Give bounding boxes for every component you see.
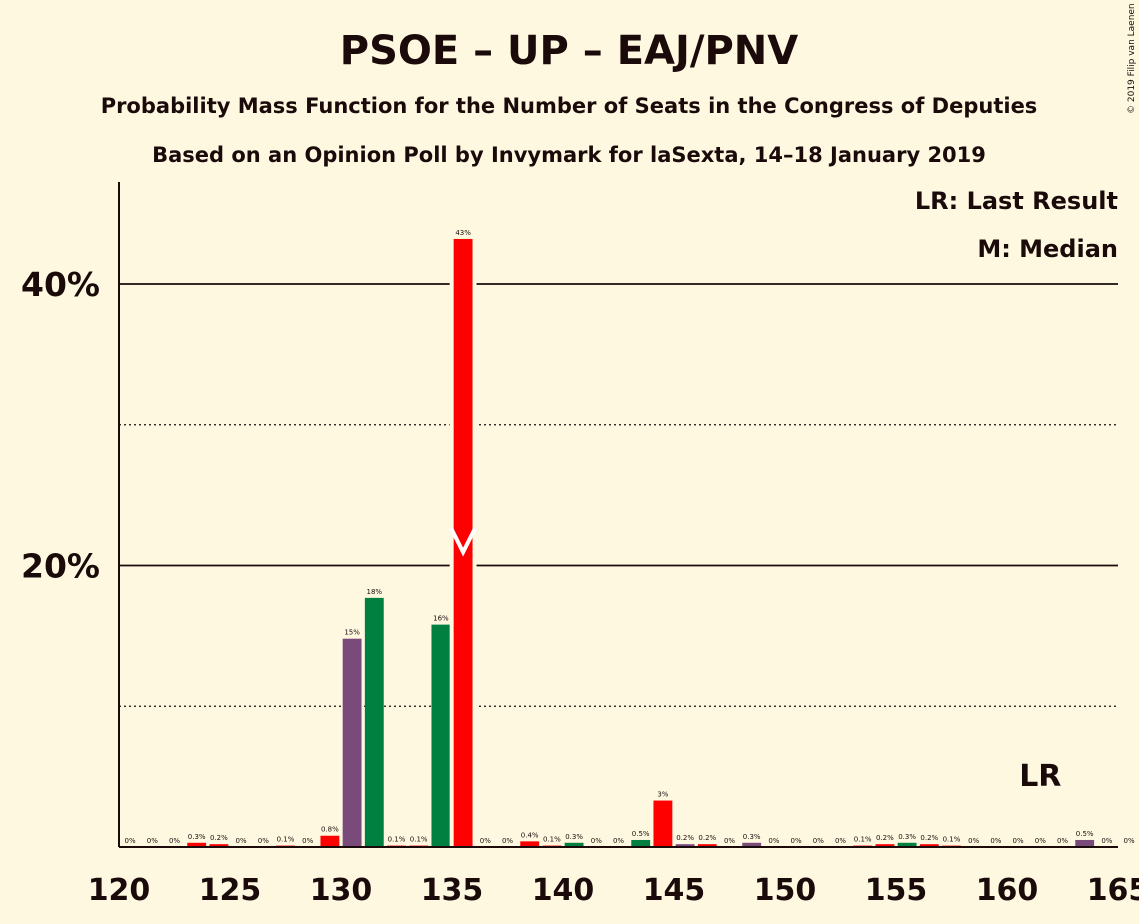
bar-value-label: 15% bbox=[344, 629, 360, 637]
bar-value-label: 0% bbox=[968, 837, 979, 845]
legend-last-result: LR: Last Result bbox=[915, 187, 1118, 215]
bar-value-label: 0.8% bbox=[321, 826, 339, 834]
bar-value-label: 0% bbox=[1101, 837, 1112, 845]
markers: LR bbox=[449, 527, 1061, 794]
bar bbox=[187, 842, 207, 847]
bar-value-label: 0.4% bbox=[521, 831, 539, 839]
bar bbox=[209, 844, 229, 847]
bar bbox=[520, 841, 540, 847]
bar-value-label: 0% bbox=[125, 837, 136, 845]
bar bbox=[320, 835, 340, 847]
chart-title: PSOE – UP – EAJ/PNV bbox=[340, 28, 799, 74]
bar-value-label: 0% bbox=[791, 837, 802, 845]
x-tick-label: 125 bbox=[199, 873, 262, 908]
bar-value-label: 0.1% bbox=[410, 836, 428, 844]
bars bbox=[187, 236, 1095, 847]
bar-value-label: 0% bbox=[302, 837, 313, 845]
x-tick-label: 140 bbox=[532, 873, 595, 908]
bar-value-label: 0% bbox=[591, 837, 602, 845]
bar bbox=[653, 800, 673, 847]
bar-value-label: 0% bbox=[724, 837, 735, 845]
x-tick-label: 120 bbox=[88, 873, 151, 908]
bar-value-label: 0% bbox=[990, 837, 1001, 845]
bar bbox=[675, 844, 695, 847]
bar-value-label: 0% bbox=[258, 837, 269, 845]
last-result-label: LR bbox=[1019, 759, 1061, 794]
bar-value-label: 0.1% bbox=[943, 836, 961, 844]
copyright-note: © 2019 Filip van Laenen bbox=[1127, 3, 1137, 114]
bar-value-label: 0% bbox=[835, 837, 846, 845]
bar-value-label: 0% bbox=[768, 837, 779, 845]
bar-value-label: 0.1% bbox=[543, 836, 561, 844]
bar-value-label: 18% bbox=[367, 588, 383, 596]
bar bbox=[453, 238, 473, 847]
bar-value-label: 0% bbox=[613, 837, 624, 845]
x-tick-label: 130 bbox=[310, 873, 373, 908]
bar-value-label: 0.2% bbox=[876, 834, 894, 842]
bar bbox=[342, 638, 362, 847]
bar-value-label: 0.5% bbox=[1076, 830, 1094, 838]
bar-value-label: 3% bbox=[657, 791, 668, 799]
legend-median: M: Median bbox=[977, 235, 1118, 263]
bar-value-label: 0.1% bbox=[388, 836, 406, 844]
bar-value-label: 0% bbox=[813, 837, 824, 845]
bar-value-label: 0.5% bbox=[632, 830, 650, 838]
bar-value-label: 0% bbox=[236, 837, 247, 845]
bar bbox=[875, 844, 895, 847]
bar bbox=[1075, 839, 1095, 847]
bar-value-label: 0% bbox=[1057, 837, 1068, 845]
x-tick-label: 160 bbox=[976, 873, 1039, 908]
bar-value-label: 16% bbox=[433, 615, 449, 623]
bar-value-label: 0% bbox=[1035, 837, 1046, 845]
bar bbox=[364, 597, 384, 847]
bar-value-label: 0.3% bbox=[565, 833, 583, 841]
bar-labels: 0% 0% 0% 0.3% 0.2% 0% 0% 0.1% 0% 0.8% 15% 18% 0.1% 0.… bbox=[125, 229, 1135, 845]
bar-value-label: 0% bbox=[480, 837, 491, 845]
bar-value-label: 0% bbox=[502, 837, 513, 845]
chart-subtitle: Probability Mass Function for the Number… bbox=[101, 94, 1038, 118]
bar-value-label: 0.1% bbox=[854, 836, 872, 844]
bar bbox=[631, 839, 651, 847]
bar-value-label: 0% bbox=[1124, 837, 1135, 845]
median-marker bbox=[449, 527, 477, 557]
x-tick-label: 135 bbox=[421, 873, 484, 908]
x-tick-label: 145 bbox=[643, 873, 706, 908]
bar-value-label: 0% bbox=[169, 837, 180, 845]
bar bbox=[564, 842, 584, 847]
x-tick-label: 155 bbox=[865, 873, 928, 908]
bar-value-label: 0.2% bbox=[698, 834, 716, 842]
bar bbox=[431, 624, 451, 847]
x-tick-label: 150 bbox=[754, 873, 817, 908]
bar bbox=[897, 842, 917, 847]
bar-value-label: 0.1% bbox=[277, 836, 295, 844]
gridlines bbox=[119, 283, 1118, 707]
bar-value-label: 0.3% bbox=[898, 833, 916, 841]
bar bbox=[919, 844, 939, 847]
bar-value-label: 0.2% bbox=[210, 834, 228, 842]
bar bbox=[742, 842, 762, 847]
bar-value-label: 0% bbox=[147, 837, 158, 845]
bar-value-label: 0% bbox=[1013, 837, 1024, 845]
bar-value-label: 0.3% bbox=[188, 833, 206, 841]
y-tick-label: 40% bbox=[21, 265, 100, 304]
chart-subtitle-poll: Based on an Opinion Poll by Invymark for… bbox=[152, 143, 986, 167]
x-tick-label: 165 bbox=[1087, 873, 1139, 908]
bar-value-label: 0.3% bbox=[743, 833, 761, 841]
y-tick-label: 20% bbox=[21, 547, 100, 586]
axes: 20% 40% 120 125 130 135 140 145 150 155 160 165 bbox=[21, 182, 1139, 908]
bar-value-label: 0.2% bbox=[920, 834, 938, 842]
bar bbox=[697, 844, 717, 847]
bar-value-label: 43% bbox=[455, 229, 471, 237]
bar-value-label: 0.2% bbox=[676, 834, 694, 842]
